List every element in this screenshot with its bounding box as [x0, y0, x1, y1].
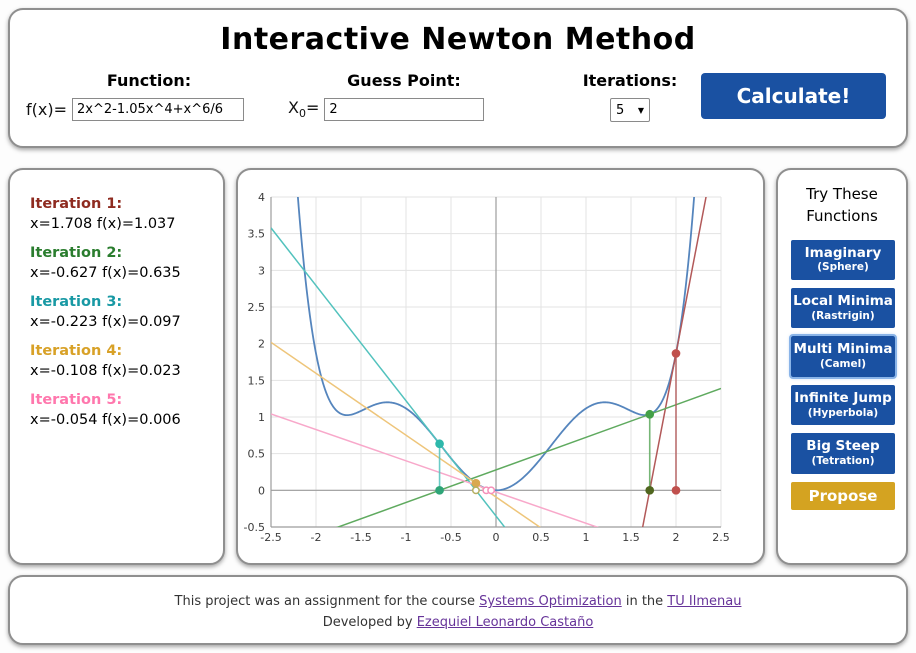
- author-link[interactable]: Ezequiel Leonardo Castaño: [416, 615, 594, 630]
- guess-input[interactable]: [324, 98, 485, 121]
- newton-method-plot[interactable]: -2.5 -2 -1.5 -1 -0.5 0 0.5 1 1.5 2 2.5 -0.5 0 0.5 1 1.5…: [239, 171, 764, 562]
- svg-text:-0.5: -0.5: [244, 521, 265, 534]
- function-button-infinite-jump[interactable]: Infinite Jump (Hyperbola): [791, 384, 895, 426]
- function-button-big-steep[interactable]: Big Steep (Tetration): [791, 433, 895, 474]
- function-button-local-minima[interactable]: Local Minima (Rastrigin): [791, 287, 895, 329]
- svg-text:-1.5: -1.5: [350, 531, 371, 544]
- svg-text:1.5: 1.5: [248, 374, 266, 387]
- svg-text:-1: -1: [401, 531, 412, 544]
- function-prefix: f(x)=: [26, 100, 67, 119]
- iteration-label: Iteration 1:: [30, 196, 123, 212]
- svg-text:2.5: 2.5: [248, 301, 266, 314]
- iteration-result: Iteration 2: x=-0.627 f(x)=0.635: [30, 245, 203, 281]
- iterations-results-panel: Iteration 1: x=1.708 f(x)=1.037 Iteration …: [8, 168, 225, 565]
- try-functions-panel: Try These Functions Imaginary (Sphere) Loc…: [776, 168, 908, 565]
- guess-prefix: X0=: [288, 98, 320, 121]
- svg-text:4: 4: [258, 191, 265, 204]
- iteration-value: x=-0.223 f(x)=0.097: [30, 314, 181, 330]
- iterations-label: Iterations:: [582, 71, 678, 90]
- function-button-imaginary[interactable]: Imaginary (Sphere): [791, 239, 895, 280]
- footer-line-2: Developed by Ezequiel Leonardo Castaño: [322, 615, 594, 630]
- input-form: Function: f(x)= Guess Point: X0= Iterati…: [26, 71, 890, 122]
- iteration-result: Iteration 5: x=-0.054 f(x)=0.006: [30, 392, 203, 428]
- svg-text:-2.5: -2.5: [260, 531, 281, 544]
- iterations-select[interactable]: 5 ▼: [610, 98, 650, 122]
- svg-text:2.5: 2.5: [712, 531, 730, 544]
- iterations-selected-value: 5: [616, 102, 625, 118]
- iteration-label: Iteration 4:: [30, 343, 123, 359]
- middle-row: Iteration 1: x=1.708 f(x)=1.037 Iteration …: [8, 168, 908, 565]
- function-group: Function: f(x)=: [26, 71, 272, 121]
- function-label: Function:: [106, 71, 192, 90]
- svg-text:1.5: 1.5: [622, 531, 640, 544]
- svg-text:2: 2: [258, 338, 265, 351]
- chart-panel: -2.5 -2 -1.5 -1 -0.5 0 0.5 1 1.5 2 2.5 -0.5 0 0.5 1 1.5…: [236, 168, 765, 565]
- guess-label: Guess Point:: [347, 71, 461, 90]
- calculate-button[interactable]: Calculate!: [701, 73, 886, 119]
- footer-panel: This project was an assignment for the c…: [8, 575, 908, 645]
- iteration-result: Iteration 3: x=-0.223 f(x)=0.097: [30, 294, 203, 330]
- svg-text:1: 1: [583, 531, 590, 544]
- iteration-label: Iteration 3:: [30, 294, 123, 310]
- svg-text:3.5: 3.5: [248, 228, 266, 241]
- page-title: Interactive Newton Method: [220, 22, 696, 57]
- dropdown-arrow-icon: ▼: [637, 105, 644, 115]
- iteration-label: Iteration 2:: [30, 245, 123, 261]
- try-functions-title: Try These Functions: [806, 185, 878, 225]
- course-link[interactable]: Systems Optimization: [479, 594, 622, 609]
- iteration-result: Iteration 4: x=-0.108 f(x)=0.023: [30, 343, 203, 379]
- propose-button[interactable]: Propose: [791, 481, 895, 510]
- header-panel: Interactive Newton Method Function: f(x)…: [8, 8, 908, 148]
- svg-text:-2: -2: [311, 531, 322, 544]
- svg-text:0.5: 0.5: [248, 448, 266, 461]
- svg-text:3: 3: [258, 264, 265, 277]
- svg-text:1: 1: [258, 411, 265, 424]
- svg-text:0: 0: [258, 484, 265, 497]
- function-button-multi-minima[interactable]: Multi Minima (Camel): [789, 334, 897, 379]
- iteration-value: x=-0.108 f(x)=0.023: [30, 363, 181, 379]
- svg-text:0.5: 0.5: [532, 531, 550, 544]
- svg-text:0: 0: [493, 531, 500, 544]
- iteration-value: x=1.708 f(x)=1.037: [30, 216, 176, 232]
- svg-text:2: 2: [673, 531, 680, 544]
- iteration-value: x=-0.627 f(x)=0.635: [30, 265, 181, 281]
- iteration-result: Iteration 1: x=1.708 f(x)=1.037: [30, 196, 203, 232]
- function-buttons: Imaginary (Sphere) Local Minima (Rastrigin)…: [789, 239, 897, 474]
- iteration-label: Iteration 5:: [30, 392, 123, 408]
- iteration-value: x=-0.054 f(x)=0.006: [30, 412, 181, 428]
- function-input[interactable]: [72, 98, 244, 121]
- guess-group: Guess Point: X0=: [288, 71, 520, 121]
- iterations-group: Iterations: 5 ▼: [570, 71, 690, 122]
- footer-line-1: This project was an assignment for the c…: [174, 594, 742, 609]
- svg-text:-0.5: -0.5: [440, 531, 461, 544]
- university-link[interactable]: TU Ilmenau: [667, 594, 742, 609]
